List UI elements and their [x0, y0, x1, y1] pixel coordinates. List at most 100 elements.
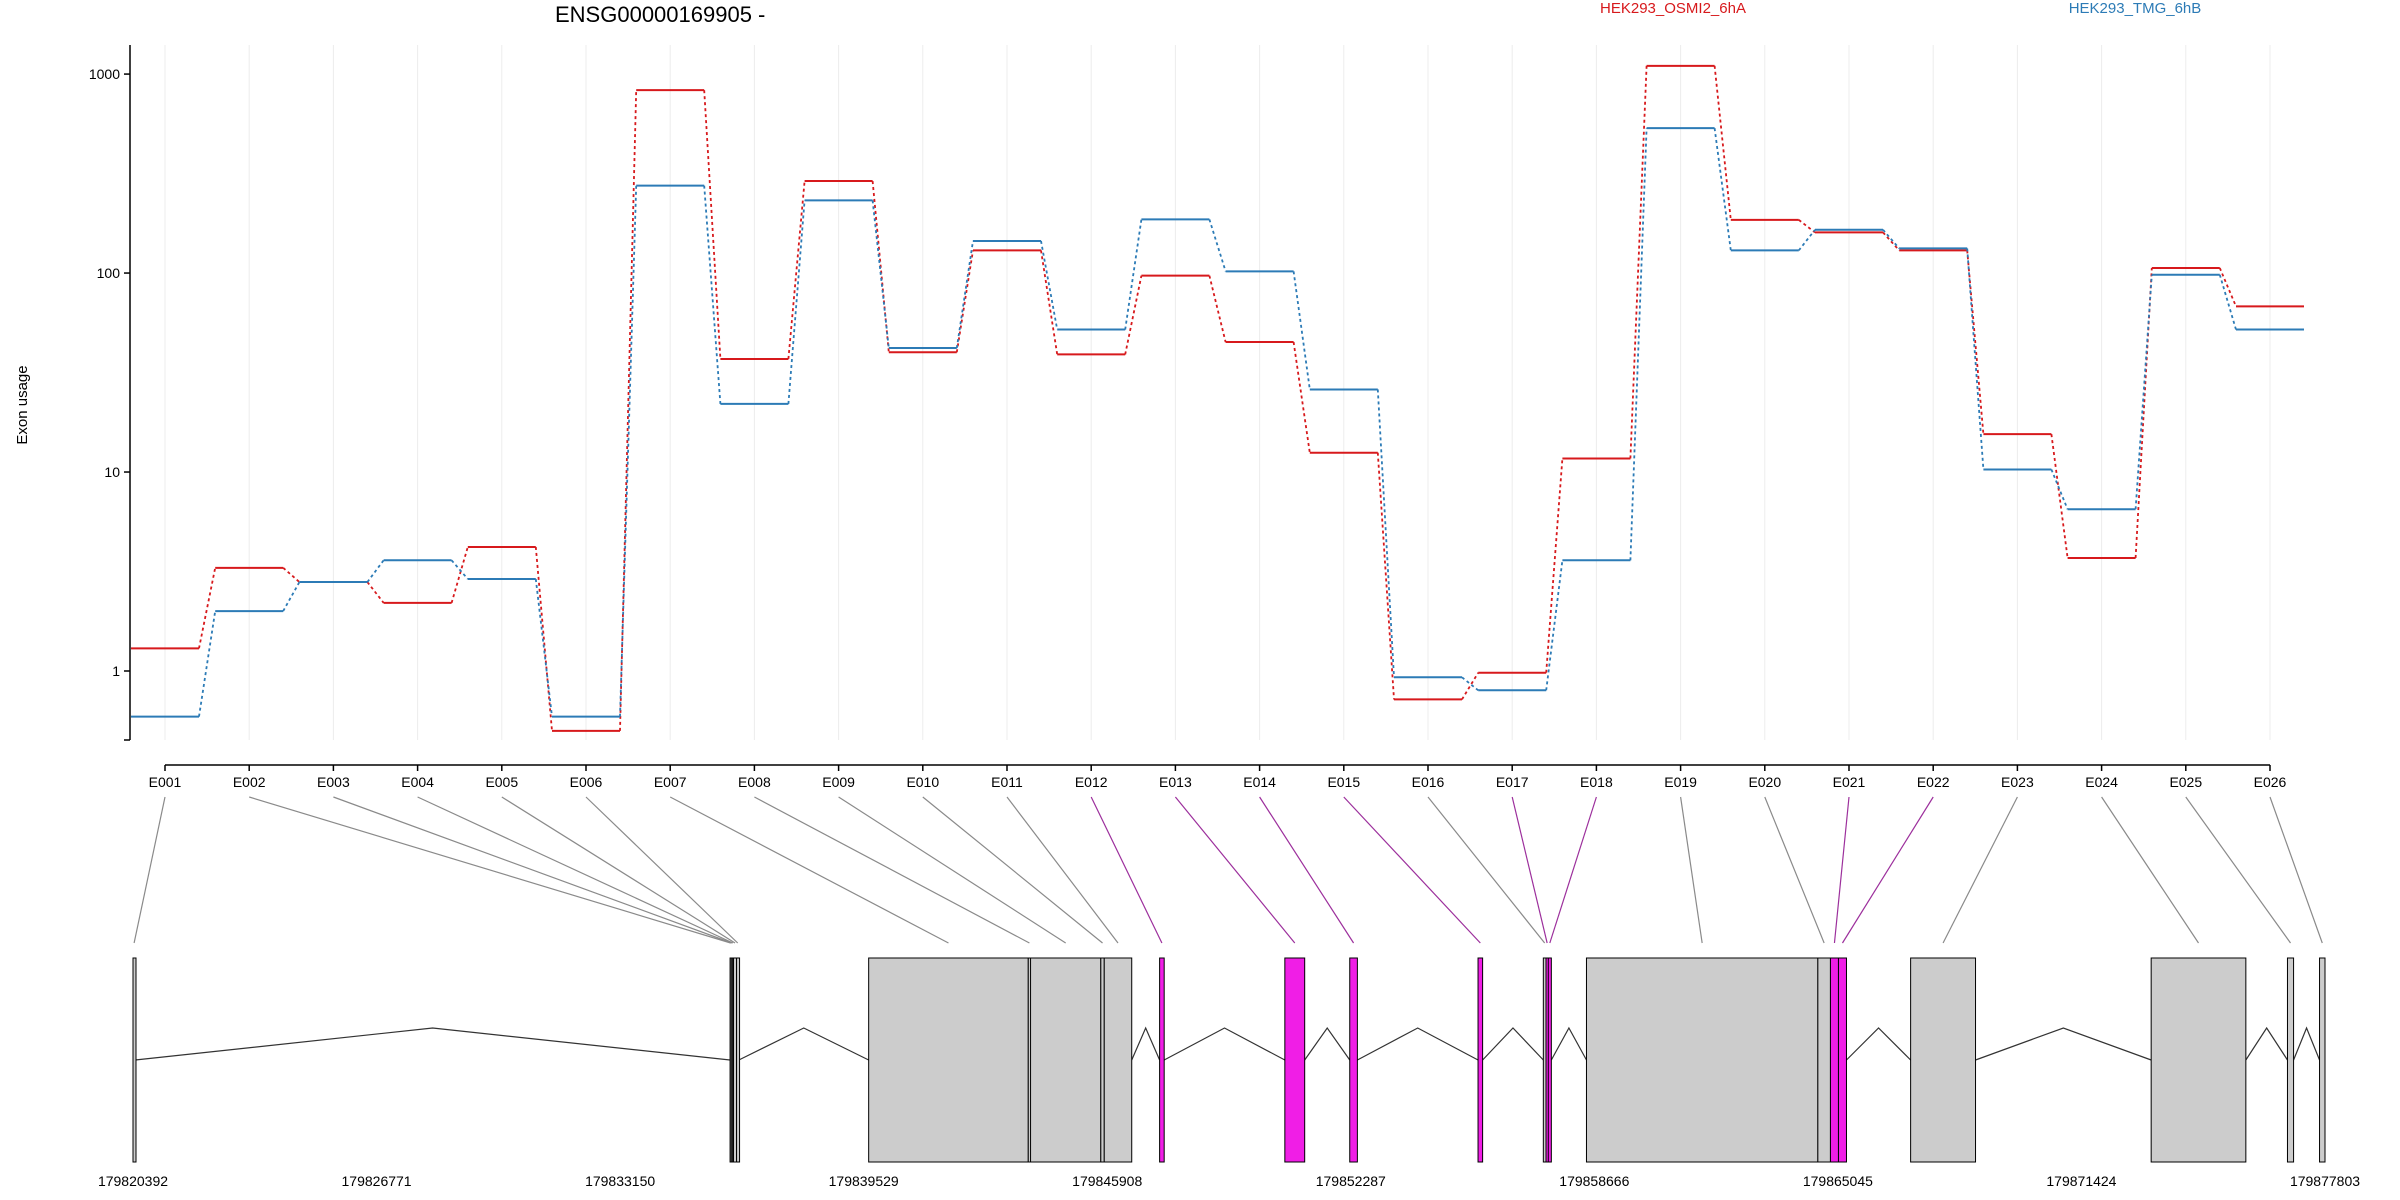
series-transition [2134, 274, 2153, 510]
series-transition [534, 578, 553, 717]
intron-line [1357, 1027, 1479, 1061]
coordinate-label: 179871424 [2046, 1173, 2116, 1189]
exon-box [1477, 957, 1484, 1163]
exon-box [1910, 957, 1977, 1163]
series-transition [1376, 389, 1395, 678]
series-transition [450, 546, 469, 604]
intron-line [1482, 1027, 1544, 1061]
x-tick-label: E020 [1748, 774, 1781, 790]
intron-line [1975, 1027, 2152, 1061]
y-tick-label: 1000 [89, 66, 120, 82]
x-tick-label: E008 [738, 774, 771, 790]
series-transition [787, 200, 806, 404]
series-transition [450, 559, 469, 580]
x-tick-label: E018 [1580, 774, 1613, 790]
series-transition [282, 581, 301, 612]
exon-connector [2185, 796, 2292, 944]
x-tick-label: E010 [906, 774, 939, 790]
exon-box [1547, 957, 1552, 1163]
intron-line [1163, 1027, 1286, 1061]
series-transition [198, 610, 217, 717]
series-transition [1208, 219, 1227, 272]
exon-connector [501, 796, 736, 944]
exon-box [1817, 957, 1831, 1163]
series-transition [1798, 219, 1816, 234]
series-transition [366, 559, 385, 583]
exon-box [1349, 957, 1358, 1163]
x-tick-label: E001 [149, 774, 182, 790]
series-transition [619, 90, 638, 731]
series-transition [198, 567, 217, 649]
x-tick-label: E024 [2085, 774, 2118, 790]
series-transition [1545, 458, 1564, 673]
x-tick-label: E015 [1327, 774, 1360, 790]
exon-box [2319, 957, 2326, 1163]
exon-connector [1343, 796, 1481, 944]
series-transition [1545, 560, 1564, 691]
x-tick-label: E005 [485, 774, 518, 790]
exon-connector [669, 796, 949, 944]
exon-box [1585, 957, 1819, 1163]
legend-series-1: HEK293_OSMI2_6hA [1600, 0, 1746, 17]
exon-box [132, 957, 137, 1163]
exon-connector [249, 796, 731, 944]
exon-box [2286, 957, 2295, 1163]
series-transition [1882, 231, 1900, 251]
coordinate-label: 179820392 [98, 1173, 168, 1189]
exon-connector [1942, 796, 2018, 944]
x-tick-label: E019 [1664, 774, 1697, 790]
intron-line [738, 1027, 869, 1061]
y-axis-label: Exon usage [14, 365, 31, 444]
series-transition [1461, 672, 1479, 700]
exon-connector [1427, 796, 1546, 944]
series-transition [1292, 271, 1311, 390]
series-transition [534, 546, 553, 731]
coordinate-label: 179826771 [342, 1173, 412, 1189]
exon-connector [1006, 796, 1119, 944]
series-transition [955, 240, 974, 349]
series-transition [1208, 275, 1227, 343]
series-transition [1798, 229, 1816, 251]
exon-connector [1174, 796, 1296, 944]
series-transition [1040, 240, 1059, 330]
y-axis: 1 10 100 1000 [89, 45, 131, 741]
series-transition [1376, 452, 1395, 700]
intron-line [135, 1027, 731, 1061]
intron-lines [135, 1026, 2321, 1061]
x-tick-label: E014 [1243, 774, 1276, 790]
coordinate-label: 179833150 [585, 1173, 655, 1189]
intron-line [1304, 1026, 1351, 1061]
coordinate-label: 179852287 [1316, 1173, 1386, 1189]
exon-connector [133, 796, 166, 944]
x-tick-label: E026 [2254, 774, 2287, 790]
y-tick-label: 100 [97, 265, 121, 281]
series-transition [703, 90, 722, 360]
genomic-coordinate-axis: 179820392 179826771 179833150 179839529 1798… [98, 1173, 2360, 1189]
series-transition [1882, 229, 1900, 249]
y-tick-label: 1 [112, 663, 120, 679]
exon-box [1030, 957, 1102, 1163]
x-tick-label: E003 [317, 774, 350, 790]
series-lines [131, 64, 2304, 732]
exon-connector [2269, 796, 2323, 944]
intron-line [2293, 1026, 2321, 1061]
exon-box [1837, 957, 1847, 1163]
exon-connector [2101, 796, 2200, 944]
series-transition [282, 567, 300, 583]
exon-connector [417, 796, 734, 944]
coordinate-label: 179839529 [829, 1173, 899, 1189]
exon-connector [585, 796, 739, 944]
x-tick-label: E017 [1496, 774, 1529, 790]
x-tick-label: E009 [822, 774, 855, 790]
intron-line [2245, 1026, 2288, 1061]
coordinate-label: 179877803 [2290, 1173, 2360, 1189]
x-tick-label: E021 [1833, 774, 1866, 790]
intron-line [1846, 1027, 1912, 1061]
series-transition [1292, 341, 1311, 453]
series-transition [787, 180, 806, 360]
x-tick-label: E025 [2169, 774, 2202, 790]
series-transition [871, 200, 890, 349]
x-tick-label: E002 [233, 774, 266, 790]
x-tick-label: E006 [570, 774, 603, 790]
